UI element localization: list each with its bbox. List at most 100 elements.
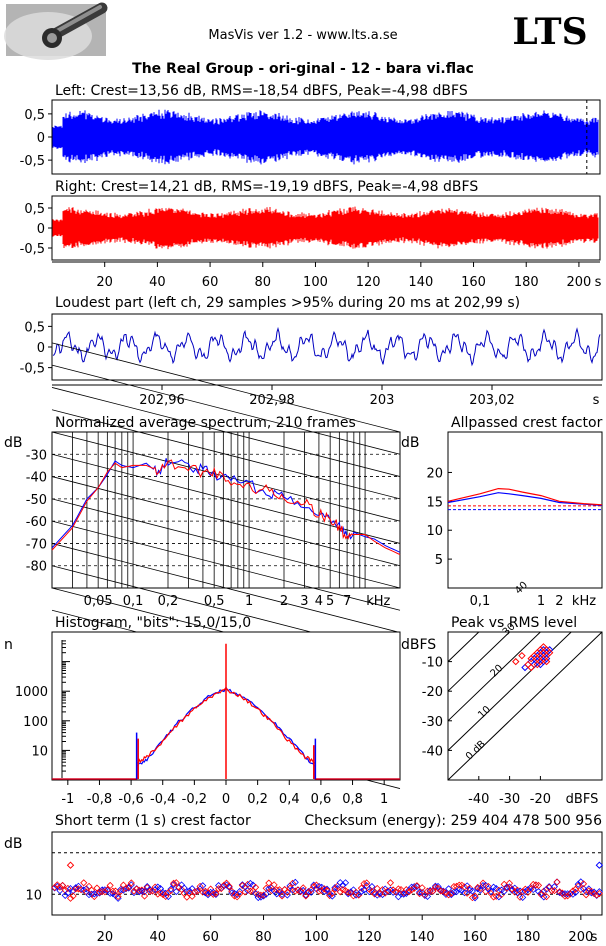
short-crest-point	[259, 892, 268, 900]
short-crest-point	[484, 882, 492, 891]
peak-rms-diagonal	[447, 631, 510, 692]
short-crest-point	[61, 891, 69, 899]
short-crest-xtick-label: 120	[357, 930, 382, 945]
peak-rms-title: Peak vs RMS level	[451, 615, 577, 631]
allpass-title: Allpassed crest factor	[451, 415, 603, 431]
spectrum-series-line	[51, 459, 401, 556]
short-crest-point	[524, 886, 532, 894]
short-crest-point	[236, 887, 244, 896]
short-crest-point	[429, 887, 437, 895]
short-crest-point	[516, 893, 524, 901]
short-crest-point	[482, 887, 490, 896]
short-crest-point	[450, 882, 458, 891]
short-crest-point	[170, 881, 178, 889]
right-title: Right: Crest=14,21 dB, RMS=-19,19 dBFS, …	[55, 179, 478, 195]
short-crest-point	[564, 890, 572, 898]
spectrum-xtick-label: 0,5	[204, 594, 225, 609]
short-crest-xtick-label: 140	[410, 930, 435, 945]
short-crest-point	[550, 886, 558, 895]
short-crest-point	[244, 886, 252, 895]
spectrum-ytick-label: -70	[26, 537, 47, 552]
short-crest-point	[246, 887, 254, 895]
short-crest-point	[550, 883, 558, 891]
short-crest-point	[275, 886, 283, 894]
right-ytick-label: 0,5	[24, 202, 45, 217]
short-crest-point	[542, 885, 551, 893]
short-crest-point	[442, 889, 450, 897]
histogram-ytick-label: 10	[31, 744, 48, 759]
short-crest-point	[571, 888, 580, 897]
short-crest-point	[196, 882, 204, 890]
short-crest-point	[360, 880, 368, 888]
short-crest-point	[527, 885, 535, 893]
short-crest-point	[215, 885, 223, 893]
short-crest-point	[225, 882, 233, 890]
peak-rms-xtick-label: -20	[530, 792, 551, 807]
spectrum-plot: -30 -40 -50 -60 -70 -80 0,05 0,1 0,2 0,5 1 2 3 4 5 7 kHz	[26, 342, 401, 789]
short-crest-point	[304, 887, 313, 896]
short-crest-point	[299, 886, 307, 895]
spectrum-title: Normalized average spectrum, 210 frames	[55, 415, 356, 431]
left-ytick-label: 0	[37, 131, 45, 146]
peak-rms-point	[527, 663, 535, 672]
short-crest-point	[170, 879, 178, 887]
time-axis-label: 140	[408, 275, 433, 290]
short-crest-point	[154, 890, 162, 898]
histogram-xtick-label: 0	[222, 792, 230, 807]
short-crest-point	[125, 883, 133, 891]
left-ytick-label: -0,5	[20, 154, 45, 169]
short-crest-point	[378, 890, 387, 899]
short-crest-point	[56, 883, 64, 891]
short-crest-point	[188, 892, 196, 900]
spectrum-slope-line	[51, 431, 401, 522]
short-crest-point	[553, 878, 561, 886]
short-crest-point	[64, 889, 72, 897]
short-crest-point	[265, 879, 273, 887]
short-crest-point	[299, 884, 307, 892]
short-crest-point	[85, 891, 93, 899]
short-crest-point	[185, 887, 194, 895]
peak-rms-point	[518, 651, 526, 660]
allpass-series-line	[447, 487, 603, 506]
spectrum-ylabel: dB	[4, 435, 23, 451]
allpass-ytick-label: 5	[435, 553, 443, 568]
short-crest-point	[167, 885, 175, 893]
short-crest-point	[585, 887, 593, 895]
peak-rms-point	[542, 654, 551, 663]
histogram-xtick-label: -0,8	[87, 792, 112, 807]
short-crest-point	[156, 884, 164, 893]
file-title: The Real Group - ori-ginal - 12 - bara v…	[132, 61, 474, 77]
short-crest-point	[394, 885, 402, 893]
histogram-xtick-label: -0,6	[118, 792, 143, 807]
short-crest-point	[341, 879, 350, 887]
short-crest-point	[106, 881, 114, 889]
short-crest-point	[59, 881, 67, 890]
short-crest-point	[167, 887, 175, 895]
short-crest-xtick-label: 20	[97, 930, 114, 945]
short-crest-point	[410, 884, 418, 892]
short-crest-point	[252, 883, 260, 891]
short-crest-point	[579, 880, 588, 888]
short-crest-point	[368, 883, 376, 891]
spectrum-xtick-label: 0,2	[158, 594, 179, 609]
short-crest-point	[72, 885, 80, 893]
short-crest-point	[117, 887, 125, 895]
short-crest-point	[101, 886, 109, 894]
short-crest-point	[574, 880, 582, 888]
short-crest-xtick-label: 160	[463, 930, 488, 945]
short-crest-point	[386, 879, 395, 887]
short-crest-xtick-label: 200	[568, 930, 593, 945]
allpass-crest-plot: 20 15 10 5 0,1 1 2 kHz	[426, 431, 603, 609]
short-crest-point	[542, 893, 551, 901]
short-crest-point	[212, 889, 220, 897]
peak-rms-point	[512, 657, 520, 666]
allpass-xtick-label: 0,1	[470, 594, 491, 609]
short-crest-point	[363, 879, 371, 887]
peak-rms-xtick-label: -40	[468, 792, 489, 807]
short-crest-point	[291, 878, 299, 886]
time-axis-label: 160	[461, 275, 486, 290]
short-crest-point	[323, 885, 331, 893]
short-crest-point	[595, 890, 603, 898]
short-crest-point	[106, 889, 114, 897]
